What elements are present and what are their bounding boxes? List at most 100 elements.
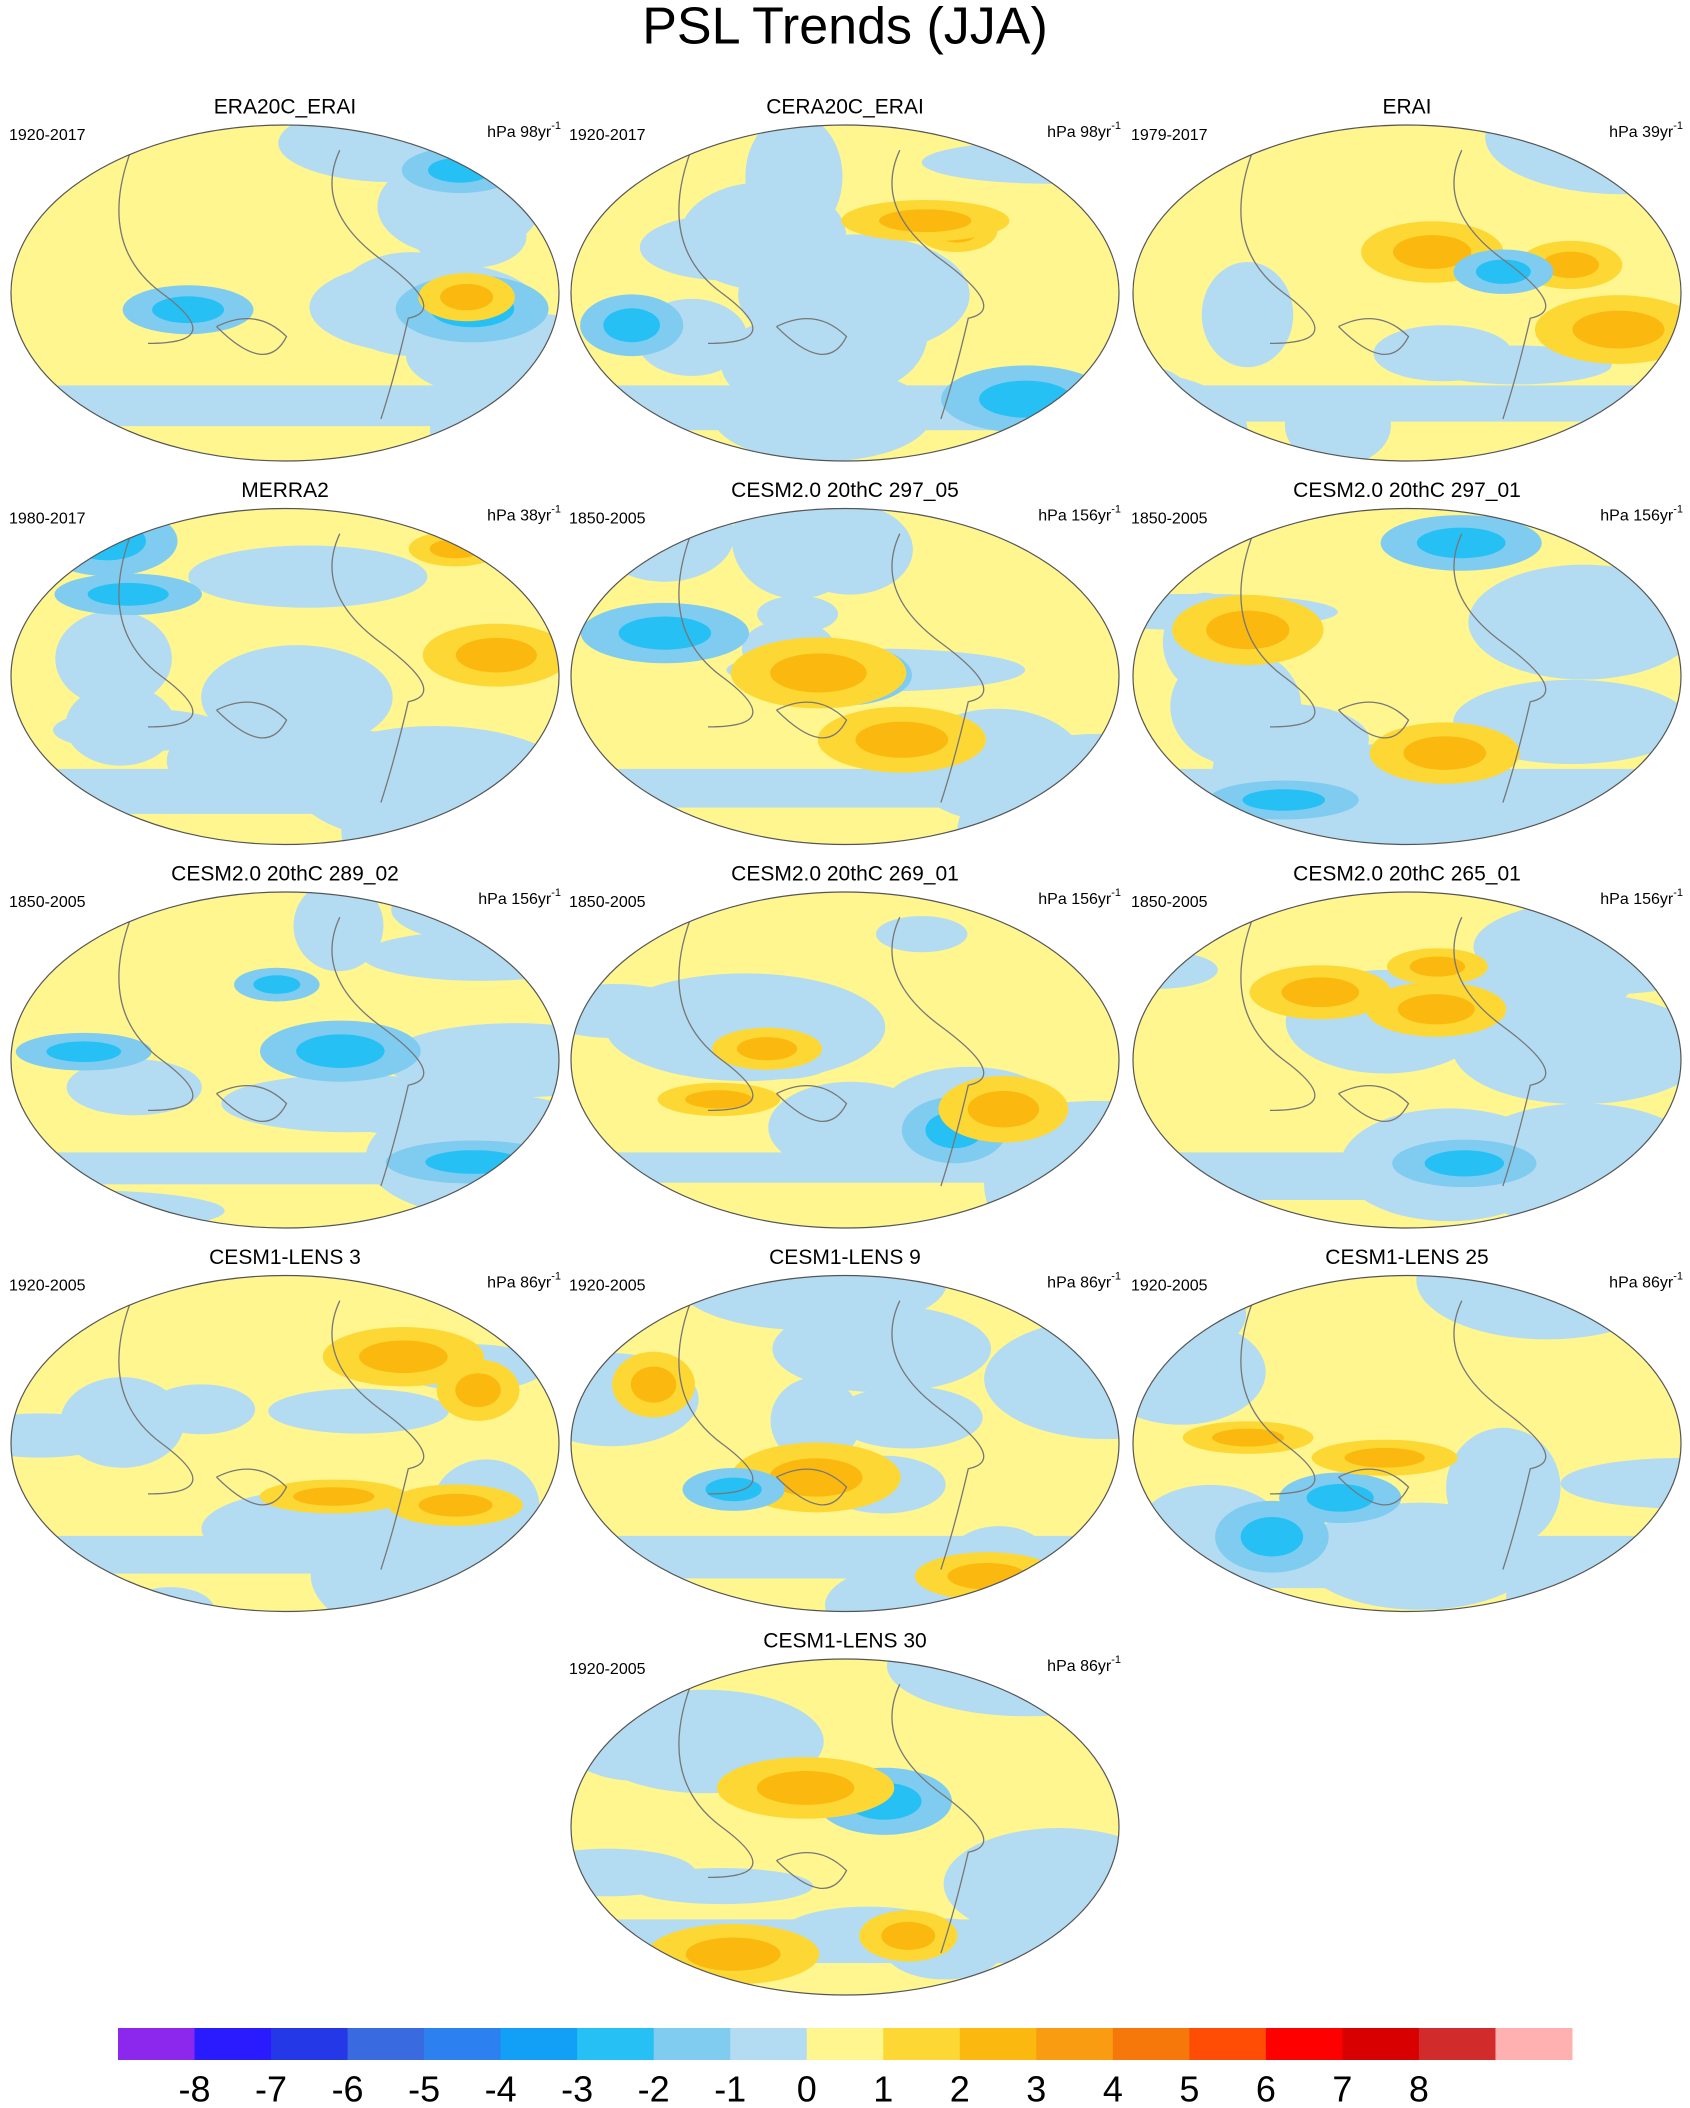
map-panel: CERA20C_ERAI 1920-2017 hPa 98yr-1 <box>569 96 1121 462</box>
panel-title: ERA20C_ERAI <box>214 96 356 119</box>
map-region <box>1133 1535 1681 1589</box>
panel-period: 1850-2005 <box>9 894 86 911</box>
units-text: hPa 156yr <box>1600 891 1674 908</box>
coastline <box>1240 908 1547 1187</box>
coastline <box>118 1292 425 1570</box>
map-region <box>268 1388 449 1434</box>
map-region <box>676 1275 947 1331</box>
map-field <box>1133 125 1681 461</box>
map-region <box>756 1771 855 1805</box>
panel-period: 1920-2017 <box>9 127 86 144</box>
colorbar-label: -6 <box>332 2069 364 2108</box>
panel-title: CESM2.0 20thC 265_01 <box>1293 863 1521 886</box>
units-exponent: -1 <box>1111 1270 1121 1282</box>
colorbar-box <box>1036 2028 1114 2060</box>
map-region <box>11 406 83 461</box>
map-region <box>967 1090 1040 1128</box>
colorbar-label: 4 <box>1103 2069 1123 2108</box>
colorbar-label: 2 <box>950 2069 970 2108</box>
map-region <box>720 318 857 408</box>
map-region <box>736 1037 798 1061</box>
colorbar-box <box>271 2028 349 2060</box>
colorbar-box <box>500 2028 578 2060</box>
colorbar-box <box>730 2028 808 2060</box>
panel-units: hPa 86yr-1 <box>1047 1654 1121 1675</box>
map-region <box>947 1563 1028 1590</box>
colorbar-label: -2 <box>638 2069 670 2108</box>
map-region <box>571 1152 1119 1183</box>
map-region <box>855 721 949 758</box>
colorbar-box <box>806 2028 884 2060</box>
units-exponent: -1 <box>1111 1654 1121 1666</box>
units-exponent: -1 <box>1673 887 1683 899</box>
map-region <box>770 1377 861 1465</box>
map-field <box>11 125 559 461</box>
map-region <box>201 645 393 750</box>
panel-title: CESM2.0 20thC 297_01 <box>1293 479 1521 502</box>
panel-units: hPa 86yr-1 <box>1609 1270 1683 1291</box>
map-region <box>1242 789 1326 811</box>
map-border <box>1132 124 1682 462</box>
colorbar-box <box>194 2028 272 2060</box>
map-region <box>1409 956 1466 977</box>
map-region <box>455 1373 501 1408</box>
map-region <box>770 653 867 693</box>
map-border <box>1132 1274 1682 1613</box>
panel-units: hPa 98yr-1 <box>1047 120 1121 141</box>
panel-units: hPa 86yr-1 <box>487 1270 561 1291</box>
panel-title: CESM1-LENS 3 <box>209 1246 361 1269</box>
map-field <box>571 125 1119 461</box>
map-region <box>11 1535 559 1574</box>
colorbar-label: 6 <box>1256 2069 1276 2108</box>
coastline <box>118 141 425 420</box>
units-text: hPa 156yr <box>1600 508 1674 525</box>
panel-units: hPa 39yr-1 <box>1609 120 1683 141</box>
map-region <box>875 916 968 953</box>
map-region <box>745 125 843 240</box>
map-region <box>1403 736 1487 770</box>
colorbar-box <box>1265 2028 1343 2060</box>
colorbar-box <box>1418 2028 1496 2060</box>
map-region <box>1306 1483 1374 1512</box>
map-region <box>427 157 493 183</box>
coastline <box>678 1292 985 1570</box>
colorbar-box <box>1342 2028 1420 2060</box>
colorbar-box <box>959 2028 1037 2060</box>
coastline <box>678 908 985 1187</box>
map-region <box>571 768 1119 808</box>
map-region <box>455 637 537 673</box>
map-border <box>570 1274 1120 1613</box>
map-field <box>11 508 559 845</box>
map-region <box>769 1458 863 1497</box>
map-border <box>570 1658 1120 1996</box>
colorbar-box <box>1112 2028 1190 2060</box>
coastline <box>1240 525 1547 803</box>
map-field <box>11 892 559 1228</box>
map-panel: MERRA2 1980-2017 hPa 38yr-1 <box>9 479 561 846</box>
panel-period: 1850-2005 <box>569 894 646 911</box>
map-region <box>425 1150 522 1174</box>
panel-title: MERRA2 <box>241 479 329 502</box>
panel-period: 1850-2005 <box>569 511 646 528</box>
panel-units: hPa 156yr-1 <box>1600 887 1683 908</box>
units-text: hPa 98yr <box>1047 124 1112 141</box>
map-region <box>705 1477 762 1502</box>
colorbar-label: -4 <box>485 2069 517 2108</box>
map-region <box>1133 385 1681 422</box>
panel-period: 1920-2005 <box>569 1661 646 1678</box>
map-region <box>362 930 559 981</box>
units-text: hPa 86yr <box>1047 1275 1112 1292</box>
units-exponent: -1 <box>551 1270 561 1282</box>
map-field <box>1133 892 1681 1228</box>
coastline <box>118 525 425 803</box>
map-region <box>1475 259 1531 284</box>
map-panel: CESM1-LENS 30 1920-2005 hPa 86yr-1 <box>569 1630 1121 1996</box>
colorbar-box <box>1189 2028 1267 2060</box>
map-region <box>603 308 661 343</box>
map-region <box>11 385 559 427</box>
map-region <box>879 209 972 233</box>
map-border <box>10 891 560 1229</box>
map-region <box>1572 310 1665 349</box>
panel-title: CERA20C_ERAI <box>766 96 924 119</box>
colorbar-label: -3 <box>561 2069 593 2108</box>
